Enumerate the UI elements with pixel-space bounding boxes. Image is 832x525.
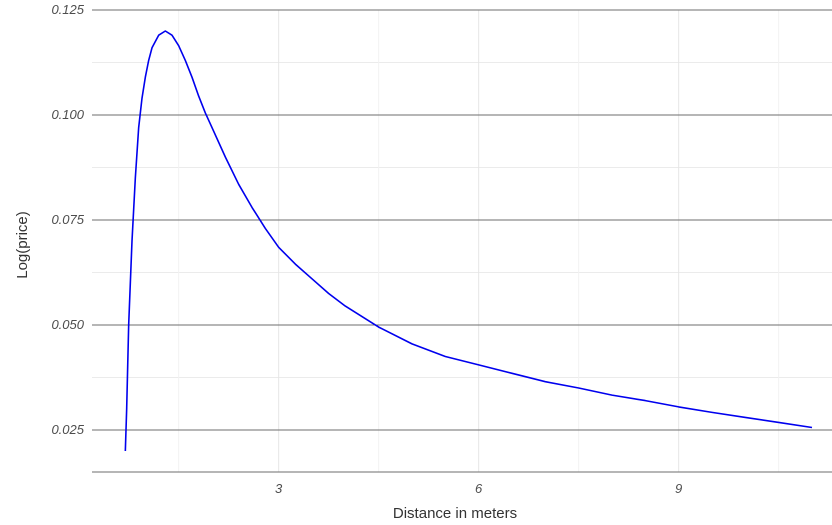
grid (92, 9, 832, 472)
x-tick-label: 6 (475, 481, 483, 496)
y-tick-label: 0.025 (51, 422, 84, 437)
x-tick-label: 9 (675, 481, 682, 496)
y-tick-label: 0.125 (51, 2, 84, 17)
y-tick-label: 0.050 (51, 317, 84, 332)
tick-labels: 3 6 9 0.025 0.050 0.075 0.100 0.125 (51, 2, 682, 496)
x-axis-title: Distance in meters (393, 505, 517, 522)
series-layer (124, 30, 813, 452)
series-line (124, 30, 813, 452)
y-tick-label: 0.100 (51, 107, 84, 122)
x-tick-label: 3 (275, 481, 283, 496)
y-axis-title: Log(price) (14, 211, 31, 279)
y-tick-label: 0.075 (51, 212, 84, 227)
